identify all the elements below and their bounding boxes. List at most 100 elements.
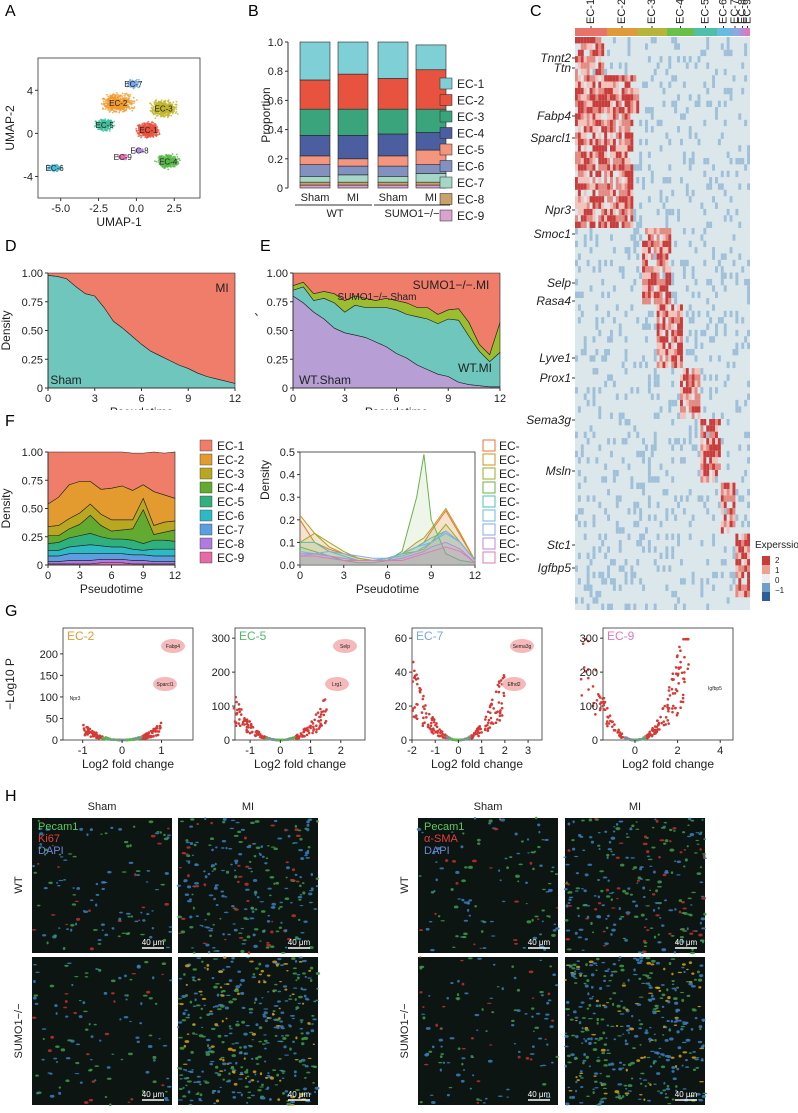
micrograph-cells bbox=[419, 956, 559, 1105]
f2-legend-swatch bbox=[482, 551, 496, 564]
heatmap-cluster-label: EC-6 bbox=[718, 0, 730, 24]
umap-cluster-ec-7 bbox=[126, 78, 142, 90]
d-label-sham: Sham bbox=[50, 373, 81, 387]
immunofluorescence-grid: 40 μm 40 μm 40 μm 40 μm 40 μm 40 μm 40 μm 40 μm… bbox=[13, 801, 708, 1107]
umap-cluster-ec-3 bbox=[149, 99, 179, 120]
f2-ytick-label: 0.4 bbox=[280, 470, 295, 482]
volcano-ytick-label: 0 bbox=[224, 735, 230, 747]
heatmap-cluster-label: EC-4 bbox=[675, 0, 687, 24]
d-area-mi bbox=[47, 272, 236, 384]
f2-ytick-label: 0.3 bbox=[280, 492, 295, 504]
h-stain-label: Pecam1 bbox=[38, 821, 78, 833]
bar-ytick-label: 1.0 bbox=[268, 37, 283, 49]
umap-cluster-ec-1 bbox=[135, 120, 161, 139]
f2-line-ec-7 bbox=[299, 530, 476, 561]
d-xlabel: Pseudotime bbox=[110, 405, 174, 410]
bar-segment-ec-5 bbox=[337, 158, 369, 167]
volcano-highlight bbox=[502, 677, 526, 691]
heatmap-cluster-label: EC-2 bbox=[616, 0, 628, 24]
scale-label: 40 μm bbox=[675, 938, 698, 947]
f2-xlabel: Pseudotime bbox=[356, 582, 420, 595]
panel-h: H 40 μm 40 μm 40 μm 40 μm 40 μm 40 μm 40 μm 40 … bbox=[0, 785, 798, 1113]
volcano-ytick-label: 300 bbox=[212, 633, 230, 645]
heatmap-gene-label: Sema3g bbox=[526, 413, 571, 427]
bar-segment-ec-4 bbox=[299, 135, 331, 157]
e-label-sumo-mi: SUMO1−/−.MI bbox=[413, 278, 490, 292]
micrograph-cells bbox=[416, 816, 560, 952]
panel-f2: 0 3 6 9 12 0.0 0.1 0.2 0.3 0.4 0.5 Pseudotime Densit… bbox=[255, 410, 520, 595]
volcano-ylabel: −Log10 P bbox=[3, 658, 17, 710]
heatmap-gene-label: Msln bbox=[546, 464, 572, 478]
f2-legend-swatch bbox=[482, 439, 496, 452]
heatmap-legend-tick: −1 bbox=[775, 586, 785, 595]
heatmap-gene-label: Npr3 bbox=[545, 203, 571, 217]
h-stain-label: DAPI bbox=[424, 845, 450, 857]
volcano-xtick-label: 0 bbox=[277, 745, 283, 757]
bar-legend-swatch bbox=[439, 176, 453, 189]
f2-legend-label: EC-8 bbox=[499, 537, 520, 551]
umap-ylabel: UMAP-2 bbox=[3, 105, 17, 151]
bar-legend-swatch bbox=[439, 143, 453, 156]
umap-xtick-label: 2.5 bbox=[167, 203, 182, 215]
umap-label-ec-6: EC-6 bbox=[46, 164, 65, 173]
bar-segment-ec-8 bbox=[377, 181, 409, 186]
volcano-xtick-label: 2 bbox=[675, 745, 681, 757]
f2-legend-label: EC-2 bbox=[499, 453, 520, 467]
heatmap-cluster-label: EC-3 bbox=[646, 0, 658, 24]
f-ytick-label: 0 bbox=[37, 560, 43, 572]
scale-label: 40 μm bbox=[528, 1090, 551, 1099]
volcano-xtick-label: -1 bbox=[245, 745, 255, 757]
panel-c: C EC-1 EC-2 EC-3 EC-4 EC-5 EC-6 EC-7 EC-8 EC-9 Tn… bbox=[520, 0, 798, 612]
volcano-xtick-label: 0 bbox=[119, 745, 125, 757]
f-ytick-label: 0.25 bbox=[22, 532, 43, 544]
volcano-highlight bbox=[510, 639, 534, 653]
e-ylabel: Density bbox=[255, 310, 258, 350]
f-ytick-label: 0.75 bbox=[22, 475, 43, 487]
bar-segment-ec-6 bbox=[337, 165, 369, 176]
f-ytick-label: 1.00 bbox=[22, 447, 43, 459]
umap-xtick-label: 0.0 bbox=[129, 203, 144, 215]
h-stain-label: DAPI bbox=[38, 845, 64, 857]
f2-area-ec-8 bbox=[300, 542, 475, 565]
volcano-title: EC-2 bbox=[67, 629, 95, 643]
f-xtick-label: 3 bbox=[77, 570, 83, 582]
volcano-gene-label: Efhd2 bbox=[507, 682, 520, 688]
volcano-xtick-label: -1 bbox=[430, 745, 440, 757]
f-legend-label: EC-6 bbox=[217, 509, 245, 523]
d-ytick-label: 1.00 bbox=[22, 268, 43, 280]
bar-legend-swatch bbox=[439, 160, 453, 172]
e-ytick-label: 0 bbox=[282, 383, 288, 395]
f2-legend-swatch bbox=[482, 509, 496, 522]
bar-legend-label: EC-1 bbox=[457, 77, 485, 91]
bar-legend-swatch bbox=[439, 127, 453, 139]
bar-segment-ec-1 bbox=[415, 44, 447, 71]
umap-cluster-ec-2 bbox=[100, 92, 138, 114]
volcano-xlabel: Log2 fold change bbox=[82, 757, 174, 771]
f-legend-label: EC-8 bbox=[217, 537, 245, 551]
heatmap-cluster-label: EC-9 bbox=[742, 0, 754, 24]
volcano-gene-label: Npr3 bbox=[70, 696, 81, 702]
heatmap-gene-label: Smoc1 bbox=[534, 227, 571, 241]
scale-label: 40 μm bbox=[142, 938, 165, 947]
micrograph bbox=[565, 818, 705, 953]
f2-xtick-label: 0 bbox=[297, 570, 303, 582]
e-xtick-label: 3 bbox=[342, 393, 348, 405]
f2-line-ec-9 bbox=[300, 546, 476, 564]
heatmap-cluster-bar bbox=[637, 28, 667, 36]
f-ytick-label: 0.50 bbox=[22, 504, 43, 516]
volcano-ytick-label: 200 bbox=[580, 667, 598, 679]
umap-xtick-label: -5.0 bbox=[51, 203, 70, 215]
bar-ytick-label: 0.4 bbox=[268, 125, 283, 137]
volcano-highlight bbox=[325, 677, 349, 691]
volcano-xlabel: Log2 fold change bbox=[622, 757, 714, 771]
heatmap-cluster-bar bbox=[694, 28, 717, 36]
d-xtick-label: 3 bbox=[92, 393, 98, 405]
panel-g: G EC-2 -1 0 1 0 50 100 150 200 Log2 fold change −L… bbox=[0, 600, 798, 785]
bar-segment-ec-3 bbox=[337, 108, 369, 136]
heatmap-gene-label: Tnnt2 bbox=[540, 51, 571, 65]
f-legend-swatch bbox=[199, 537, 213, 550]
f-legend-swatch bbox=[199, 509, 213, 522]
f2-ylabel: Density bbox=[258, 460, 272, 500]
bar-legend-swatch bbox=[439, 209, 453, 222]
umap-label-ec-4: EC-4 bbox=[159, 157, 178, 166]
